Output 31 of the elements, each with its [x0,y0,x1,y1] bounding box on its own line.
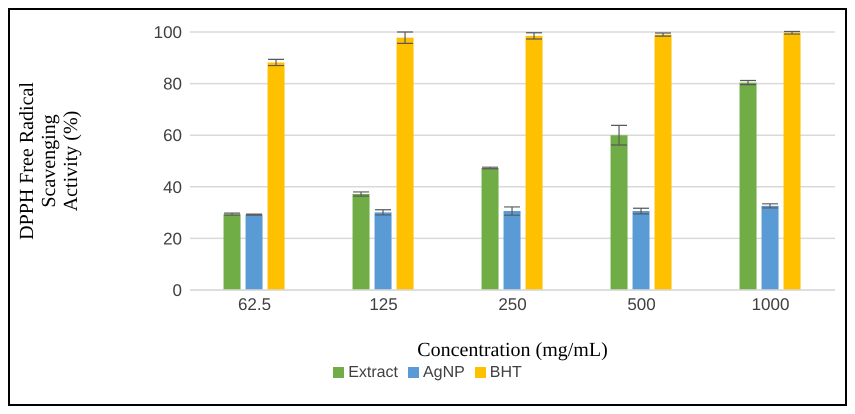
bar [762,206,779,290]
x-tick-label: 125 [369,295,398,314]
bar [482,168,499,290]
bar [224,214,241,290]
x-tick-label: 250 [498,295,527,314]
bar [352,194,370,290]
bar [396,38,414,290]
y-tick-label: 80 [163,74,182,94]
y-tick-label: 40 [163,178,182,197]
y-axis-title: DPPH Free Radical Scavenging Activity (%) [16,82,82,240]
bar [654,34,672,290]
bar [610,135,628,290]
legend-label: BHT [490,364,522,381]
bar [246,214,263,290]
x-axis-title: Concentration (mg/mL) [417,339,608,361]
x-tick-label: 1000 [752,295,790,314]
y-tick-label: 100 [154,23,182,42]
bar [374,212,392,290]
bar [268,62,285,290]
x-tick-label: 62.5 [238,295,272,314]
y-tick-label: 0 [172,281,182,300]
bar [504,211,521,290]
y-tick-label: 60 [163,126,182,146]
legend-label: AgNP [423,364,465,381]
y-tick-label: 20 [163,229,182,248]
legend-label: Extract [348,364,398,381]
x-tick-label: 500 [627,295,656,314]
bar [740,82,757,290]
bar [526,36,543,290]
bar [784,32,801,290]
bar [632,211,650,290]
